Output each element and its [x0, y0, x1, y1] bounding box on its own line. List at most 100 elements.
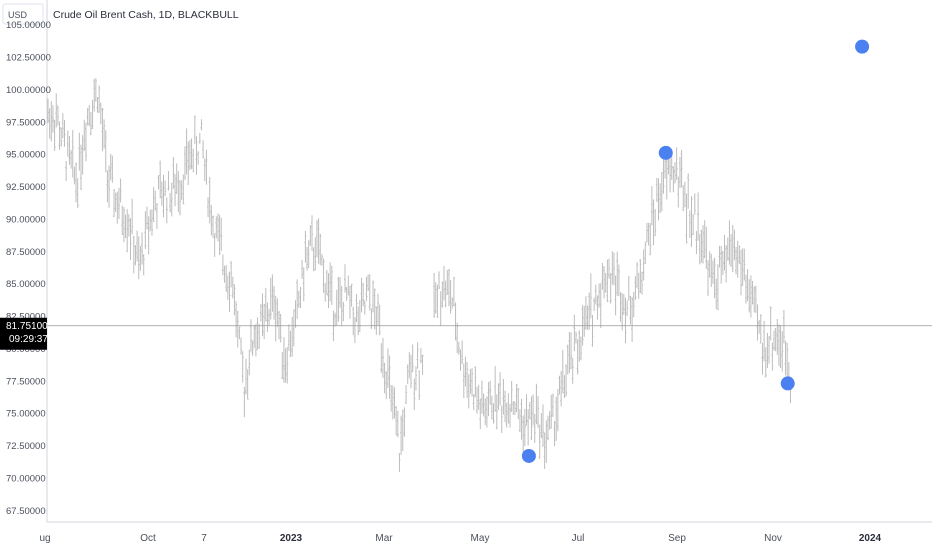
ohlc-bar	[304, 230, 307, 263]
ohlc-bar	[774, 328, 777, 352]
ohlc-bar	[413, 378, 416, 410]
ohlc-bar	[725, 245, 728, 283]
ohlc-bar	[126, 209, 129, 253]
ohlc-bar	[230, 260, 233, 288]
ohlc-bar	[367, 274, 370, 292]
ohlc-bar	[292, 309, 295, 347]
ohlc-bar	[518, 409, 521, 433]
ohlc-bar	[203, 158, 206, 182]
ohlc-bar	[235, 301, 238, 338]
y-tick-label: 72.50000	[6, 441, 46, 452]
ohlc-bar	[436, 284, 439, 318]
ohlc-bar	[782, 309, 785, 344]
ohlc-bar	[698, 233, 701, 265]
ohlc-bar	[344, 264, 346, 293]
ohlc-bar	[251, 340, 254, 356]
ohlc-bar	[93, 78, 96, 112]
ohlc-bar	[287, 324, 290, 351]
ohlc-bar	[197, 151, 200, 165]
ohlc-bar	[629, 295, 632, 325]
ohlc-bar	[334, 312, 337, 327]
ohlc-bar	[604, 273, 607, 293]
ohlc-bar	[485, 396, 488, 428]
ohlc-bar	[340, 285, 343, 327]
ohlc-bar	[546, 415, 549, 441]
ohlc-bar	[174, 174, 177, 207]
ohlc-bar	[276, 298, 279, 327]
ohlc-bar	[421, 354, 424, 375]
ohlc-bar	[378, 304, 381, 336]
ohlc-bar	[652, 199, 655, 246]
ohlc-bar	[339, 277, 342, 308]
ohlc-bar	[492, 403, 495, 424]
ohlc-bar	[408, 352, 411, 378]
ohlc-bar	[146, 206, 148, 230]
ohlc-bar	[735, 247, 738, 275]
y-tick-label: 87.50000	[6, 247, 46, 258]
ohlc-bar	[537, 396, 540, 428]
ohlc-bar	[749, 275, 752, 318]
ohlc-bar	[317, 218, 320, 264]
ohlc-bar	[320, 253, 323, 266]
ohlc-bar	[697, 192, 700, 241]
x-tick-label: May	[471, 533, 490, 544]
ohlc-bar	[289, 330, 292, 357]
ohlc-bar	[416, 342, 419, 369]
ohlc-bar	[311, 215, 313, 251]
ohlc-bar	[764, 347, 767, 378]
y-tick-label: 67.50000	[6, 506, 46, 517]
ohlc-bar	[685, 193, 688, 244]
ohlc-bar	[401, 409, 404, 451]
ohlc-bar	[584, 296, 587, 330]
ohlc-bar	[385, 371, 388, 400]
ohlc-bar	[291, 317, 294, 357]
ohlc-bar	[103, 119, 106, 149]
ohlc-bar	[632, 291, 635, 318]
x-tick-label: Mar	[375, 533, 393, 544]
ohlc-bar	[216, 213, 219, 242]
ohlc-bar	[495, 394, 498, 430]
ohlc-bar	[353, 316, 356, 343]
ohlc-bar	[649, 222, 652, 256]
currency-button[interactable]: USD	[2, 3, 44, 25]
ohlc-bar	[451, 297, 454, 309]
x-tick-label: 2024	[859, 533, 882, 544]
price-axis[interactable]	[0, 0, 47, 522]
ohlc-bar	[550, 394, 553, 429]
ohlc-bar	[480, 380, 483, 414]
ohlc-bar	[170, 182, 173, 217]
ohlc-bar	[484, 398, 487, 426]
ohlc-bar	[109, 153, 112, 181]
ohlc-bar	[723, 234, 726, 271]
ohlc-bar	[68, 135, 71, 165]
ohlc-bar	[515, 383, 518, 413]
y-axis-ticks: 105.00000 102.50000 100.00000 97.50000 95.00…	[6, 20, 51, 517]
ohlc-bar	[456, 322, 459, 354]
ohlc-bar	[578, 330, 581, 362]
ohlc-bar	[162, 174, 165, 218]
ohlc-bar	[523, 408, 526, 446]
ohlc-bar	[414, 366, 417, 391]
ohlc-bar	[662, 158, 665, 194]
ohlc-bar	[726, 237, 729, 261]
ohlc-bar	[296, 279, 299, 319]
ohlc-bar	[86, 108, 89, 126]
ohlc-bar	[474, 366, 477, 398]
ohlc-bar	[603, 266, 606, 299]
x-tick-label: 7	[201, 533, 207, 544]
ohlc-bar	[476, 386, 478, 414]
ohlc-bar	[225, 264, 228, 292]
ohlc-bar	[180, 180, 183, 200]
ohlc-bar	[542, 404, 544, 447]
ohlc-bar	[264, 288, 267, 322]
x-tick-label: Nov	[764, 533, 782, 544]
ohlc-bar	[396, 411, 399, 438]
x-tick-label: Sep	[668, 533, 686, 544]
ohlc-bar	[568, 331, 571, 374]
y-tick-label: 90.00000	[6, 214, 46, 225]
ohlc-bar	[609, 273, 612, 304]
ohlc-bar	[71, 129, 74, 178]
ohlc-bar	[769, 306, 772, 341]
ohlc-bar	[63, 119, 66, 147]
